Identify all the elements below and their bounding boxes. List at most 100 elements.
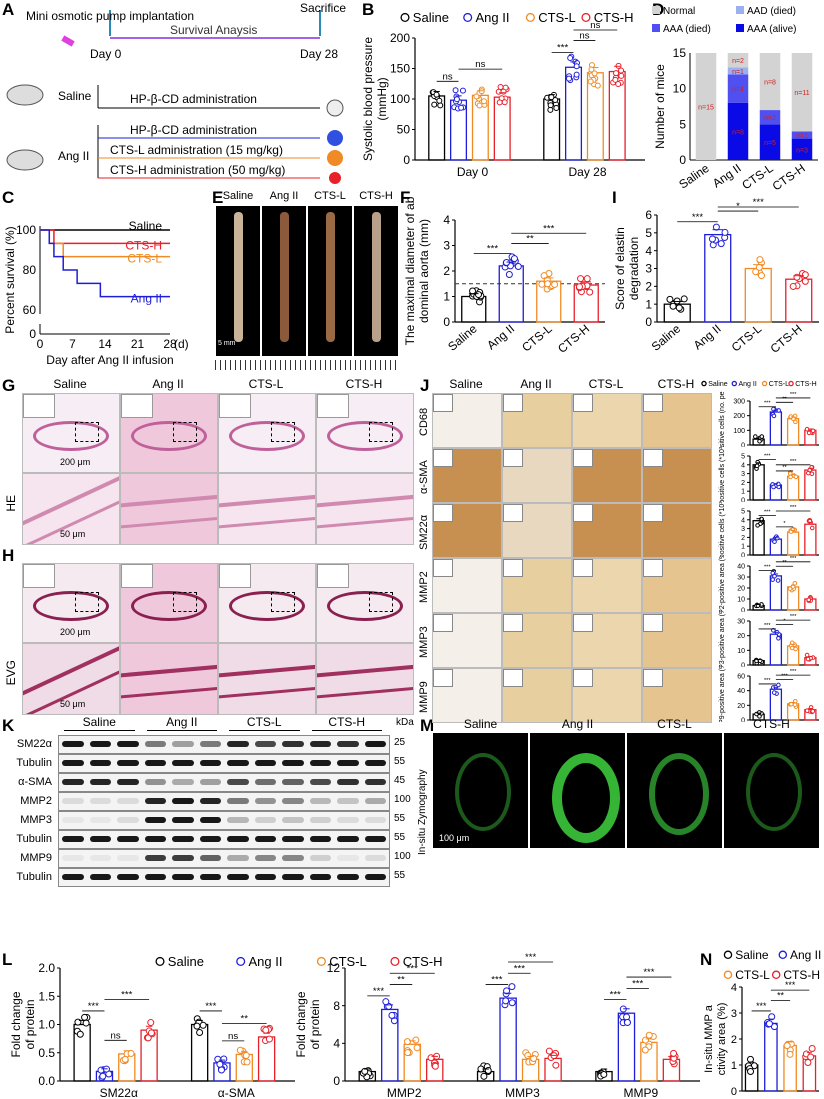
bar bbox=[499, 997, 517, 1082]
blot-band bbox=[62, 855, 84, 861]
data-point bbox=[765, 1020, 773, 1028]
legend-l: Saline Ang II CTS-L CTS-H bbox=[155, 954, 442, 969]
y-tick-label: 4 bbox=[333, 1037, 340, 1051]
data-point bbox=[431, 101, 438, 108]
ihc-image bbox=[572, 448, 642, 503]
mouse-icon bbox=[327, 130, 343, 146]
blot-band bbox=[117, 836, 139, 842]
y-tick-label: 60 bbox=[737, 673, 745, 680]
ihc-image bbox=[572, 393, 642, 448]
significance-label: *** bbox=[407, 963, 418, 974]
column-label: CTS-H bbox=[345, 377, 383, 391]
data-point bbox=[452, 87, 459, 94]
y-axis-label: MMP2-positive area (%) bbox=[719, 556, 726, 612]
y-tick-label: 12 bbox=[327, 961, 341, 975]
x-tick-label: 7 bbox=[69, 337, 76, 351]
x-tick-label: α-SMA bbox=[218, 1086, 255, 1099]
y-tick-label: 0 bbox=[741, 607, 745, 612]
blot-band bbox=[254, 760, 276, 766]
data-point bbox=[775, 578, 781, 583]
segment-label: n=3 bbox=[796, 147, 808, 154]
blot-band bbox=[227, 855, 249, 861]
data-point bbox=[265, 1035, 273, 1043]
significance-label: *** bbox=[764, 509, 771, 515]
aorta-section bbox=[33, 591, 109, 621]
y-tick-label: 5 bbox=[645, 226, 652, 240]
y-tick-label: 10 bbox=[737, 596, 745, 603]
inset-image bbox=[121, 564, 153, 588]
histology-image bbox=[218, 643, 316, 715]
significance-label: *** bbox=[756, 1001, 767, 1011]
series-label: CTS-H bbox=[125, 238, 162, 252]
zoom-box bbox=[75, 592, 99, 612]
data-point bbox=[573, 63, 580, 70]
data-point bbox=[193, 1022, 201, 1030]
y-axis-label: Fold change bbox=[294, 991, 308, 1057]
data-point bbox=[480, 1072, 488, 1080]
row-label: CD68 bbox=[418, 407, 430, 437]
zoom-box bbox=[271, 592, 295, 612]
y-tick-label: 0 bbox=[741, 662, 745, 667]
y-tick-label: 1 bbox=[645, 297, 652, 311]
blot-band bbox=[172, 836, 194, 842]
legend-marker bbox=[236, 956, 246, 966]
blot-band bbox=[62, 836, 84, 842]
significance-label: ** bbox=[782, 465, 787, 471]
data-point bbox=[121, 1055, 129, 1063]
blot-band bbox=[199, 741, 221, 747]
blot-row-label: MMP2 bbox=[20, 795, 52, 807]
vessel-wall bbox=[317, 663, 413, 700]
blot-band bbox=[254, 874, 276, 880]
blot-band bbox=[282, 836, 304, 842]
chart-d-outcomes: Normal AAD (died) AAA (died) AAA (alive) 0 5 1… bbox=[652, 6, 818, 190]
legend-label: CTS-L bbox=[329, 954, 367, 969]
data-point bbox=[806, 597, 812, 603]
chart-b-blood-pressure: Day 0 Day 28 0 50 100 150 200 Systolic blood pr… bbox=[361, 10, 645, 179]
zymography-signal bbox=[552, 753, 620, 843]
bar bbox=[544, 1057, 562, 1082]
mouse-icon bbox=[326, 99, 344, 117]
blot-band bbox=[89, 817, 111, 823]
y-tick-label: 2.0 bbox=[38, 961, 55, 975]
significance-label: *** bbox=[764, 565, 771, 571]
inset-image bbox=[643, 669, 663, 687]
legend-marker bbox=[400, 12, 410, 23]
histology-image bbox=[120, 563, 218, 643]
legend-label: Ang II bbox=[476, 10, 510, 25]
histology-image bbox=[316, 473, 414, 545]
y-tick-label: 2 bbox=[741, 480, 745, 487]
blot-band bbox=[172, 760, 194, 766]
x-tick-label: 21 bbox=[131, 337, 145, 351]
inset-image bbox=[643, 449, 663, 467]
data-point bbox=[805, 656, 811, 662]
data-point bbox=[792, 702, 798, 707]
aorta-specimen bbox=[326, 212, 335, 342]
blot-band bbox=[89, 741, 111, 747]
blot-band bbox=[89, 836, 111, 842]
inset-image bbox=[317, 394, 349, 418]
data-point bbox=[545, 1047, 553, 1055]
y-tick-label: 8 bbox=[333, 999, 340, 1013]
y-tick-label: 0 bbox=[741, 552, 745, 557]
data-point bbox=[433, 91, 440, 98]
y-tick-label: 0 bbox=[741, 717, 745, 722]
bar bbox=[73, 1023, 91, 1082]
data-point bbox=[754, 463, 760, 469]
column-label: Saline bbox=[449, 377, 483, 391]
y-tick-label: 10 bbox=[673, 82, 687, 96]
bar bbox=[704, 233, 732, 323]
blot-band bbox=[282, 817, 304, 823]
blot-band bbox=[62, 779, 84, 785]
inset-image bbox=[503, 669, 523, 687]
blot-band bbox=[254, 741, 276, 747]
data-point bbox=[99, 1072, 107, 1080]
blot-strip bbox=[58, 868, 390, 887]
x-unit: (d) bbox=[174, 337, 189, 351]
blot-band bbox=[254, 817, 276, 823]
blot-band bbox=[309, 836, 331, 842]
legend-label: Saline bbox=[168, 954, 204, 969]
y-tick-label: 20 bbox=[737, 633, 745, 640]
